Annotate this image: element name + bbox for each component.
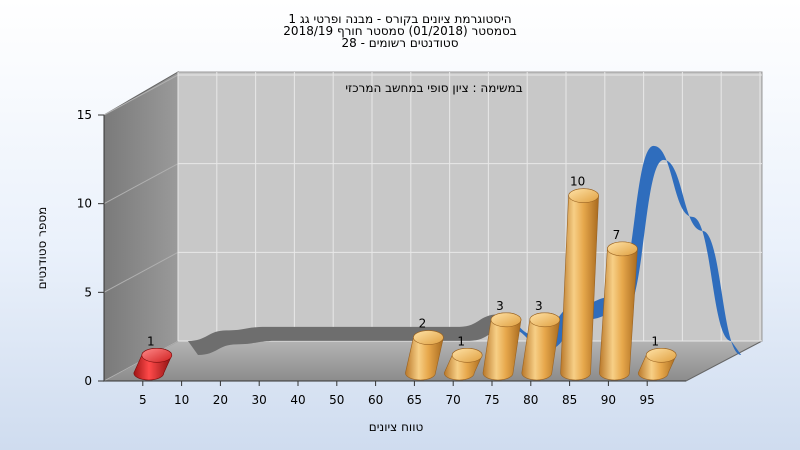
- bar-value-label: 2: [419, 317, 427, 331]
- y-axis-label: מספר סטודנטים: [35, 207, 49, 290]
- x-tick-label: 5: [139, 393, 147, 407]
- bar-value-label: 3: [496, 299, 504, 313]
- x-tick-label: 95: [640, 393, 655, 407]
- bar: [482, 312, 522, 381]
- grid-line-side: [103, 163, 179, 205]
- bar-value-label: 1: [651, 334, 659, 348]
- title-line-1: היסטוגרמת ציונים בקורס - מבנה ופרטי גג 1: [288, 12, 511, 26]
- distribution-curve: [188, 145, 742, 355]
- bar-cap: [568, 188, 599, 203]
- x-tick-label: 85: [562, 393, 577, 407]
- bar: [637, 347, 677, 381]
- chart-title: היסטוגרמת ציונים בקורס - מבנה ופרטי גג 1…: [283, 12, 516, 50]
- x-tick-label: 20: [213, 393, 228, 407]
- annotation-text: במשימה : ציון סופי במחשב המרכזי: [345, 81, 522, 95]
- y-tick-labels: 0 5 10 15: [77, 108, 104, 388]
- bar: [405, 330, 444, 381]
- bar-cap: [413, 330, 444, 345]
- x-tick-label: 10: [174, 393, 189, 407]
- y-tick-label: 15: [77, 108, 92, 122]
- title-line-3: סטודנטים רשומים - 28: [341, 36, 458, 50]
- bar-value-label: 3: [535, 299, 543, 313]
- y-tick-label: 10: [77, 197, 92, 211]
- x-tick-label: 60: [368, 393, 383, 407]
- x-tick-label: 30: [252, 393, 267, 407]
- x-axis-label: טווח ציונים: [369, 420, 424, 434]
- bar-value-label: 1: [147, 334, 155, 348]
- bar-cap: [141, 347, 173, 363]
- x-tick-label: 40: [290, 393, 305, 407]
- grid-lines: [103, 72, 762, 382]
- bar: [599, 241, 638, 381]
- y-tick-label: 5: [84, 285, 92, 299]
- x-tick-labels: 5 10 20 30 40 50 60 65 70 75 80 85 90 95: [139, 381, 655, 407]
- bar-cap: [607, 241, 638, 257]
- x-tick-label: 80: [523, 393, 538, 407]
- bar: [133, 347, 173, 381]
- bar-cap: [529, 312, 561, 328]
- bar-value-label: 10: [570, 175, 585, 189]
- bar-cap: [451, 347, 483, 363]
- bar-value-label: 7: [613, 228, 621, 242]
- left-wall: [103, 71, 179, 382]
- x-tick-label: 90: [601, 393, 616, 407]
- bar-cap: [490, 312, 522, 328]
- bar-value-label: 1: [457, 334, 465, 348]
- x-tick-label: 70: [446, 393, 461, 407]
- bar-cap: [645, 347, 677, 363]
- title-line-2: בסמסטר (01/2018) סמסטר חורף 2018/19: [283, 24, 516, 38]
- grid-line-side: [103, 74, 179, 116]
- bars: [133, 188, 677, 381]
- curve-segment-flat: [188, 314, 509, 355]
- grid-line-side: [103, 251, 179, 293]
- bar: [443, 347, 483, 381]
- curve-segment-main: [498, 145, 742, 355]
- back-wall: [177, 71, 763, 342]
- x-tick-label: 65: [407, 393, 422, 407]
- x-tick-label: 75: [484, 393, 499, 407]
- data-labels: 1 2 1 3 3 10 7 1: [147, 175, 659, 349]
- bar: [560, 188, 599, 381]
- bar: [521, 312, 561, 381]
- axes: [103, 115, 686, 382]
- y-tick-label: 0: [84, 374, 92, 388]
- x-tick-label: 50: [329, 393, 344, 407]
